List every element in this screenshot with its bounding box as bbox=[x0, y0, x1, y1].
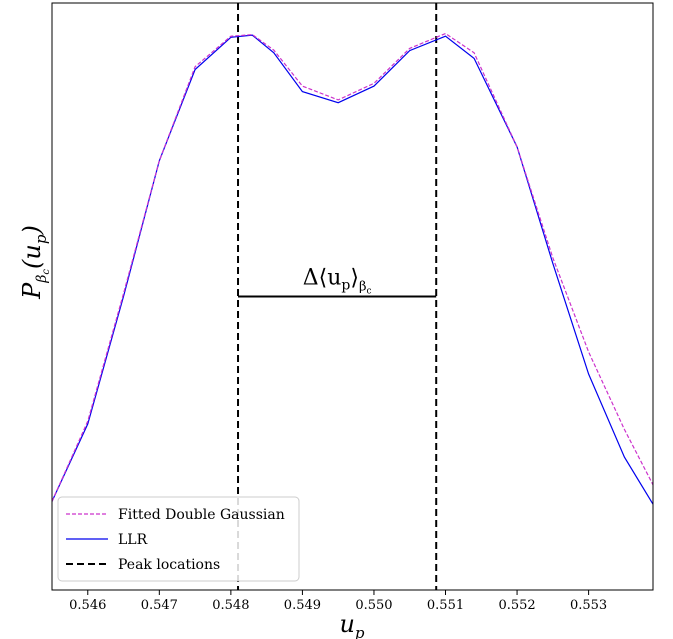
x-tick-label: 0.553 bbox=[570, 598, 607, 613]
legend-entry-label: LLR bbox=[118, 532, 148, 548]
x-tick-label: 0.549 bbox=[284, 598, 321, 613]
peak-lines bbox=[237, 3, 438, 590]
x-tick-label: 0.551 bbox=[427, 598, 464, 613]
x-axis-label: up bbox=[339, 610, 364, 639]
svg-text:Pβc(up): Pβc(up) bbox=[18, 225, 52, 300]
x-tick-label: 0.550 bbox=[355, 598, 392, 613]
legend: Fitted Double Gaussian LLR Peak locations bbox=[57, 496, 300, 582]
legend-box bbox=[57, 496, 300, 582]
y-axis-label: Pβc(up) bbox=[18, 225, 52, 300]
x-tick-label: 0.548 bbox=[212, 598, 249, 613]
series-lines bbox=[51, 32, 654, 505]
legend-entry-label: Fitted Double Gaussian bbox=[118, 507, 285, 523]
x-axis-ticks: 0.546 0.547 0.548 0.549 0.550 0.551 0.552 0.553 bbox=[69, 590, 607, 613]
legend-entry-label: Peak locations bbox=[118, 557, 220, 573]
fitted-double-gaussian-line bbox=[51, 32, 654, 502]
x-tick-label: 0.552 bbox=[498, 598, 535, 613]
plot-frame bbox=[51, 2, 654, 591]
x-tick-label: 0.547 bbox=[141, 598, 178, 613]
x-tick-label: 0.546 bbox=[69, 598, 106, 613]
